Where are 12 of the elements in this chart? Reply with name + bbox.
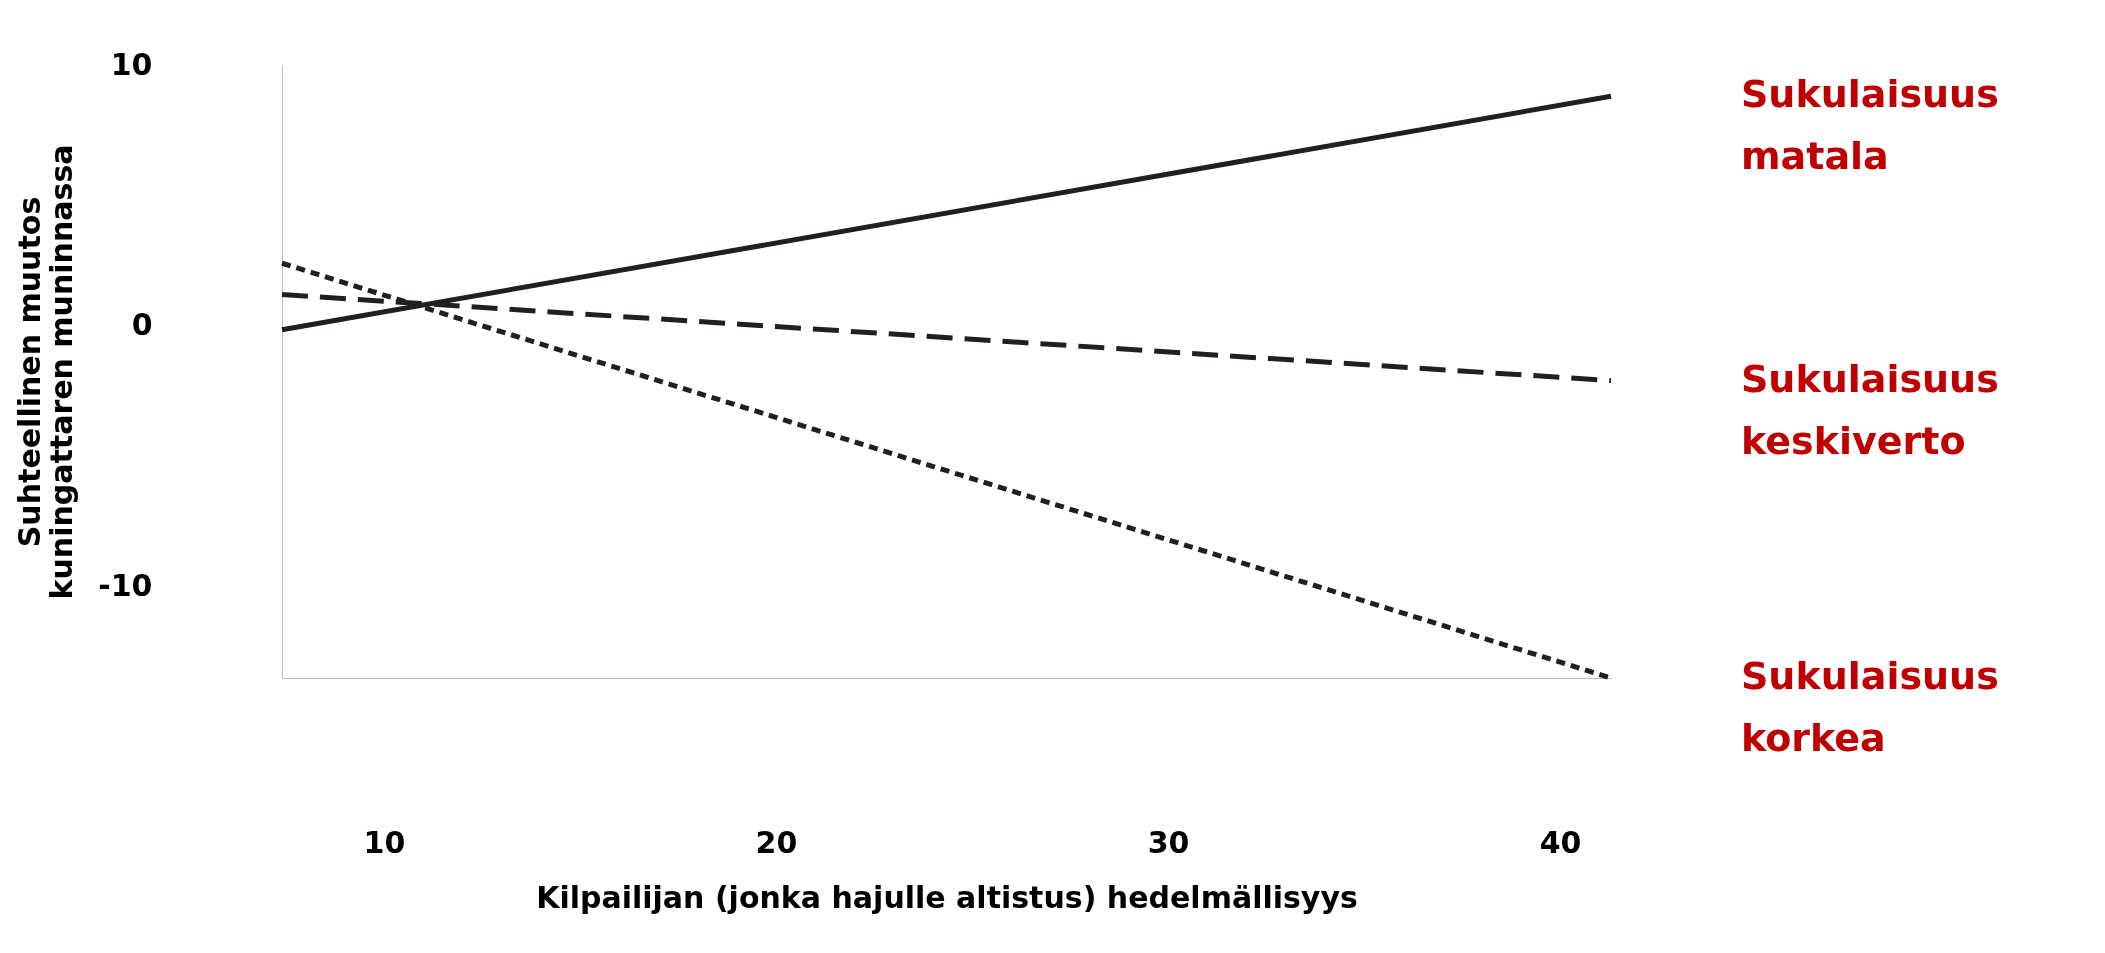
y-tick-label: -10 xyxy=(98,568,153,604)
text: Sukulaisuus korkea xyxy=(1741,654,1999,760)
text: Sukulaisuus matala xyxy=(1741,72,1999,179)
x-tick-label: 40 xyxy=(1539,824,1582,860)
x-tick-label: 20 xyxy=(755,824,798,860)
y-tick-label: 10 xyxy=(110,46,153,82)
y-axis-title: Suhteellinen muutos kuningattaren muninnassa xyxy=(12,144,80,600)
x-tick-label: 10 xyxy=(363,824,406,860)
x-tick-label: 30 xyxy=(1147,824,1190,860)
y-tick-label: 0 xyxy=(131,307,153,343)
text: Sukulaisuus keskiverto xyxy=(1741,356,1999,463)
x-axis-title: Kilpailijan (jonka hajulle altistus) hedelmällisyys xyxy=(536,879,1358,915)
